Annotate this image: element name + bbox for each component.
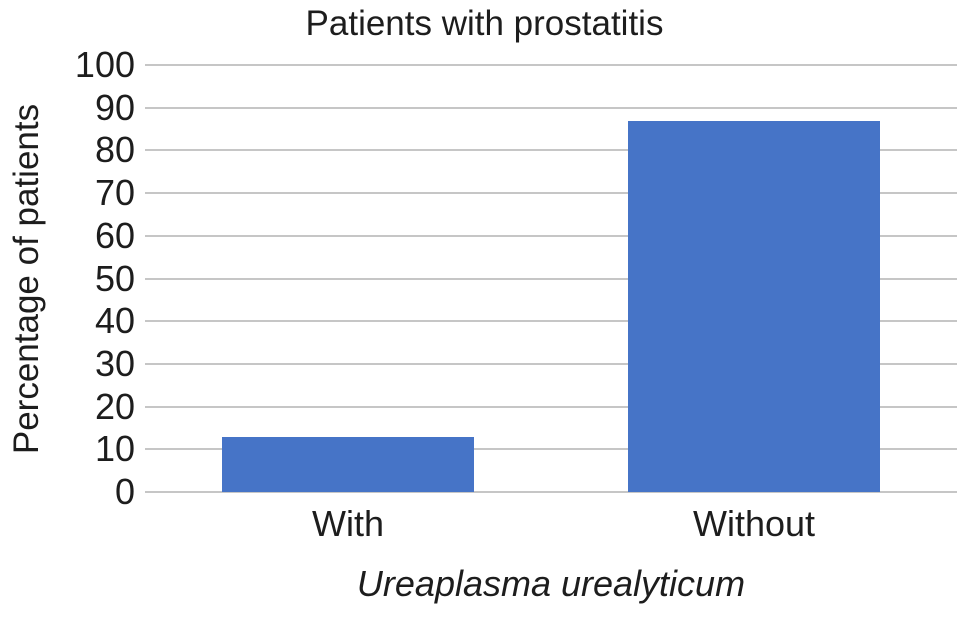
- y-tick-label-20: 20: [94, 385, 135, 427]
- x-tick-label-with: With: [312, 503, 384, 544]
- y-axis-ticks: 0 10 20 30 40 50 60 70 80 90 100: [0, 44, 135, 512]
- y-tick-label-70: 70: [94, 172, 135, 214]
- y-tick-label-90: 90: [94, 86, 135, 128]
- y-tick-label-30: 30: [94, 342, 135, 384]
- gridline-20: [145, 405, 957, 408]
- y-tick-label-40: 40: [94, 300, 135, 342]
- gridline-60: [145, 234, 957, 237]
- bar-without: [628, 120, 880, 492]
- x-axis-title: Ureaplasma urealyticum: [356, 563, 746, 604]
- y-tick-label-50: 50: [94, 257, 135, 299]
- y-tick-label-0: 0: [114, 471, 135, 512]
- y-tick-label-10: 10: [94, 428, 135, 470]
- gridline-70: [145, 192, 957, 195]
- gridline-0: [145, 491, 957, 493]
- bar-with: [222, 436, 474, 492]
- gridline-10: [145, 448, 957, 451]
- gridline-30: [145, 362, 957, 365]
- gridline-40: [145, 320, 957, 323]
- gridline-90: [145, 106, 957, 109]
- chart-title: Patients with prostatitis: [305, 4, 664, 43]
- gridline-50: [145, 277, 957, 280]
- gridline-100: [145, 64, 957, 66]
- x-tick-label-without: Without: [692, 503, 816, 544]
- y-tick-label-100: 100: [74, 44, 135, 85]
- x-axis-ticks: With Without: [145, 501, 957, 547]
- y-tick-label-80: 80: [94, 129, 135, 171]
- gridline-80: [145, 149, 957, 152]
- y-tick-label-60: 60: [94, 214, 135, 256]
- plot-area: [145, 64, 957, 493]
